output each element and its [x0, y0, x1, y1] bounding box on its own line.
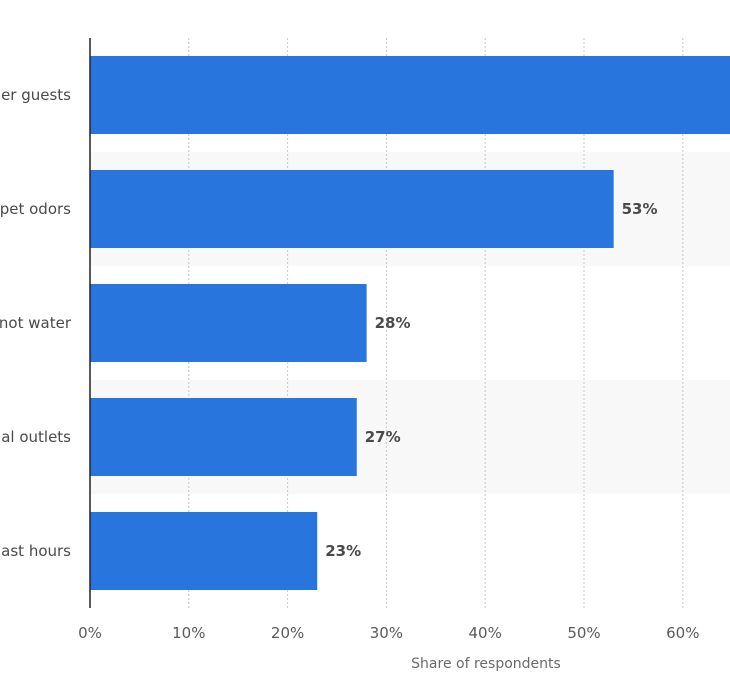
- x-tick-label: 0%: [78, 624, 102, 642]
- data-labels: 53% 28% 27% 23%: [325, 200, 657, 560]
- bar: [90, 56, 730, 134]
- data-label: 28%: [375, 314, 411, 332]
- data-label: 27%: [365, 428, 401, 446]
- data-label: 23%: [325, 542, 361, 560]
- bar: [90, 512, 318, 590]
- x-tick-label: 20%: [271, 624, 304, 642]
- data-label: 53%: [622, 200, 658, 218]
- x-tick-label: 40%: [469, 624, 502, 642]
- x-tick-label: 30%: [370, 624, 403, 642]
- category-label: pet odors: [0, 200, 71, 218]
- x-tick-label: 60%: [666, 624, 699, 642]
- category-label: er guests: [1, 86, 71, 104]
- x-tick-label: 10%: [172, 624, 205, 642]
- category-label: not water: [0, 314, 72, 332]
- category-label: ast hours: [1, 542, 71, 560]
- bars: [90, 56, 730, 590]
- category-label: al outlets: [1, 428, 71, 446]
- x-tick-label: 50%: [567, 624, 600, 642]
- category-labels: er guests pet odors not water al outlets ast…: [0, 86, 72, 560]
- bar: [90, 170, 614, 248]
- x-tick-labels: 0% 10% 20% 30% 40% 50% 60%: [78, 624, 699, 642]
- bar: [90, 398, 357, 476]
- bar: [90, 284, 367, 362]
- x-axis-title: Share of respondents: [411, 656, 561, 672]
